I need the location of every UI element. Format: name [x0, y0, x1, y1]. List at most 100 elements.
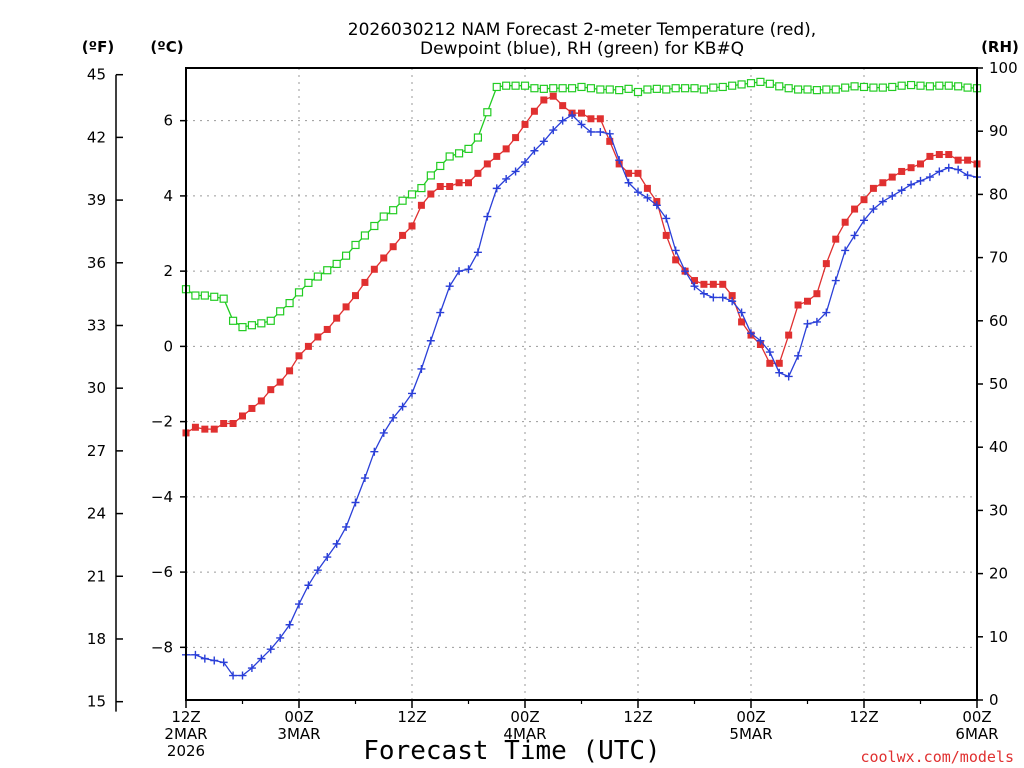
- rh-point: [756, 77, 765, 87]
- temperature-point: [276, 378, 284, 386]
- rh-point: [219, 294, 228, 303]
- temperature-point: [785, 331, 793, 339]
- temperature-point: [361, 278, 369, 286]
- rh-point: [699, 85, 709, 94]
- dewpoint-point: [718, 293, 727, 302]
- temperature-point: [559, 102, 567, 110]
- celsius-unit-label: (ºC): [150, 38, 183, 56]
- dewpoint-point: [464, 265, 473, 274]
- rh-point: [464, 144, 473, 153]
- dewpoint-point: [473, 248, 482, 257]
- rh-point: [954, 82, 963, 91]
- temperature-point: [888, 173, 896, 181]
- rh-point: [266, 316, 275, 325]
- rh-point: [417, 183, 426, 193]
- rh-point: [746, 79, 756, 88]
- temperature-point: [201, 425, 209, 433]
- rh-point: [577, 82, 586, 92]
- series-dewpoint: [182, 111, 981, 680]
- rh-point: [643, 85, 652, 94]
- temperature-point: [417, 201, 425, 209]
- temperature-point: [869, 184, 877, 192]
- temperature-point: [483, 160, 491, 168]
- temperature-point: [578, 109, 585, 117]
- fahrenheit-tick-label: 27: [87, 442, 106, 460]
- fahrenheit-tick-label: 24: [87, 505, 106, 523]
- dewpoint-point: [690, 282, 699, 291]
- rh-point: [407, 190, 417, 199]
- temperature-point: [738, 318, 746, 326]
- x-axis-label: Forecast Time (UTC): [363, 736, 660, 766]
- dewpoint-point: [605, 129, 614, 138]
- dewpoint-point: [662, 214, 671, 223]
- fahrenheit-tick-label: 15: [87, 693, 106, 711]
- temperature-point: [926, 152, 934, 160]
- rh-tick-label: 10: [989, 628, 1008, 646]
- dewpoint-point: [426, 336, 435, 345]
- dewpoint-point: [756, 336, 765, 345]
- dewpoint-point: [850, 231, 859, 240]
- dewpoint-point: [831, 276, 840, 285]
- temperature-point: [323, 325, 331, 333]
- chart-title-line2: Dewpoint (blue), RH (green) for KB#Q: [420, 39, 744, 59]
- rh-point: [709, 83, 718, 92]
- dewpoint-point: [916, 176, 925, 185]
- rh-point: [718, 82, 727, 92]
- dewpoint-point: [794, 351, 803, 360]
- series-temperature: [182, 92, 981, 437]
- rh-unit-label: (RH): [981, 38, 1019, 56]
- rh-point: [191, 291, 200, 300]
- dewpoint-point: [247, 664, 256, 673]
- x-tick-date-label: 3MAR: [277, 725, 320, 743]
- rh-point: [935, 81, 944, 90]
- dewpoint-point: [332, 539, 341, 548]
- celsius-tick-label: 2: [163, 262, 173, 280]
- temperature-point: [775, 359, 783, 367]
- dewpoint-point: [596, 127, 605, 136]
- temperature-point: [352, 292, 359, 300]
- rh-tick-label: 0: [989, 691, 999, 709]
- fahrenheit-tick-labels: 15 18 21 24 27 30 33 36 39 42 45: [87, 66, 106, 711]
- chart-title-line1: 2026030212 NAM Forecast 2-meter Temperat…: [348, 20, 816, 40]
- series-rh: [181, 77, 982, 332]
- data-series: [181, 77, 982, 680]
- dewpoint-point: [219, 658, 228, 667]
- rh-tick-label: 50: [989, 375, 1008, 393]
- temperature-point: [822, 260, 830, 268]
- dewpoint-point: [888, 191, 897, 200]
- dewpoint-point: [304, 581, 313, 590]
- fahrenheit-unit-label: (ºF): [82, 38, 114, 56]
- rh-tick-label: 20: [989, 565, 1008, 583]
- rh-point: [916, 81, 925, 90]
- rh-point: [454, 149, 464, 158]
- dewpoint-point: [351, 498, 360, 507]
- dewpoint-point: [634, 188, 642, 197]
- temperature-point: [691, 277, 698, 285]
- temperature-point: [248, 404, 256, 412]
- temperature-point: [257, 397, 265, 405]
- rh-point: [633, 87, 643, 97]
- temperature-point: [634, 169, 642, 177]
- temperature-point: [917, 160, 924, 168]
- rh-point: [332, 259, 341, 269]
- dewpoint-point: [681, 267, 690, 276]
- dewpoint-point: [483, 212, 492, 221]
- temperature-point: [643, 184, 651, 192]
- x-tick-time-label: 00Z: [962, 708, 991, 726]
- rh-point: [680, 84, 690, 93]
- dewpoint-point: [944, 163, 953, 172]
- rh-point: [624, 84, 633, 93]
- temperature-point: [465, 179, 472, 187]
- x-tick-time-label: 12Z: [397, 708, 426, 726]
- temperature-point: [455, 179, 463, 187]
- rh-point: [323, 266, 332, 275]
- rh-point: [869, 83, 878, 92]
- temperature-point: [832, 235, 840, 243]
- temperature-point: [672, 256, 680, 264]
- dewpoint-point: [360, 474, 369, 483]
- rh-point: [511, 81, 520, 90]
- dewpoint-point: [558, 116, 567, 125]
- rh-point: [728, 81, 737, 90]
- rh-tick-label: 100: [989, 59, 1018, 77]
- celsius-tick-label: 6: [163, 112, 173, 130]
